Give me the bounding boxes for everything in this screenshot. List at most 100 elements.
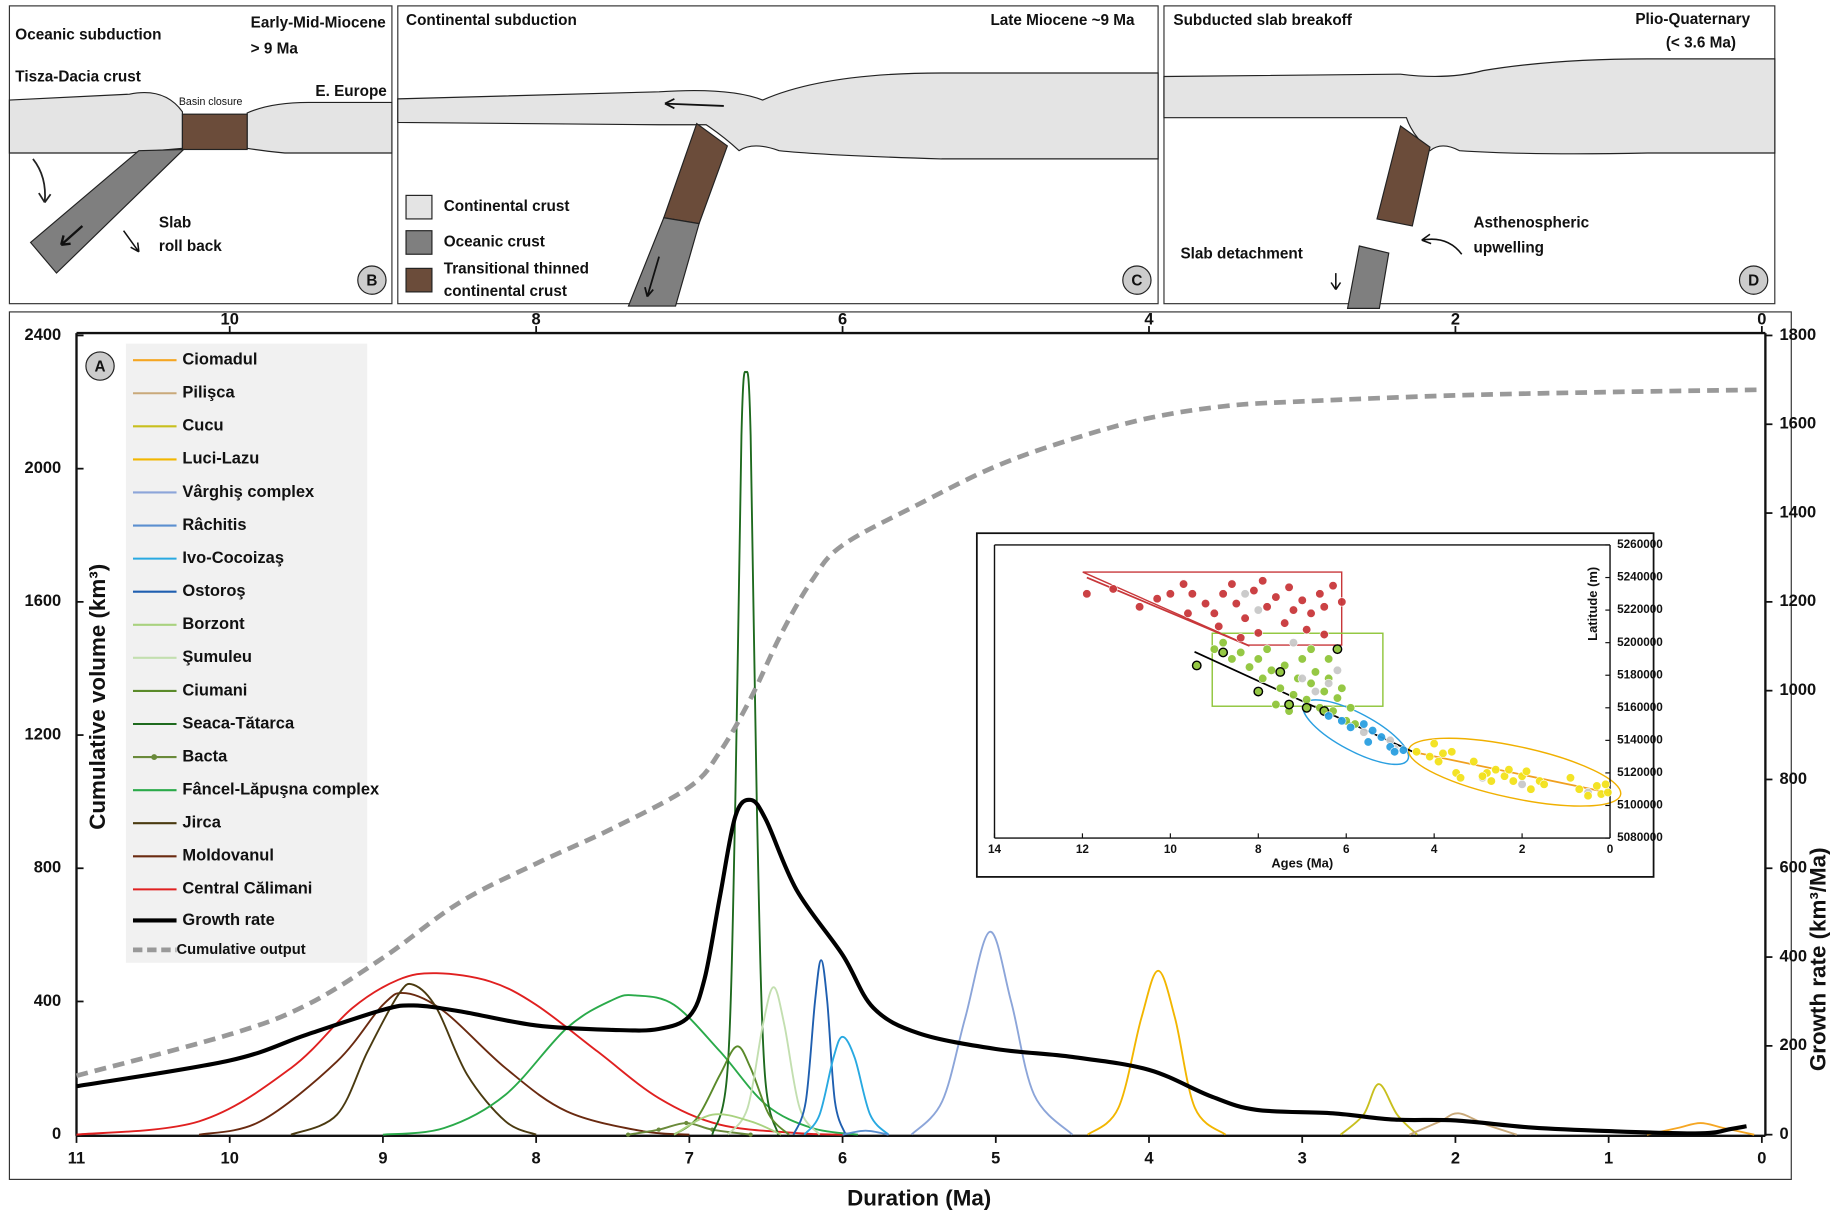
x-tick-label: 6 — [1343, 843, 1350, 856]
legend-label: Cucu — [182, 417, 223, 435]
legend-swatch — [405, 194, 433, 220]
period: Late Miocene ~9 Ma — [990, 12, 1135, 29]
y2-tick-label: 1800 — [1780, 326, 1817, 344]
label: E. Europe — [315, 83, 386, 100]
series-line — [673, 1113, 782, 1136]
point — [1297, 673, 1307, 684]
y-tick-label: 2400 — [25, 326, 62, 344]
panel-letter: A — [95, 358, 106, 375]
point — [1262, 602, 1272, 612]
y-tick-label: 5260000 — [1617, 538, 1663, 551]
panel-badge — [85, 351, 115, 381]
series-line — [673, 1045, 790, 1136]
point — [1240, 589, 1250, 599]
point — [1288, 690, 1299, 700]
point — [1499, 771, 1510, 781]
legend-swatch — [405, 267, 433, 293]
y-tick-label: 5200000 — [1617, 636, 1663, 649]
legend-label: Ostoroş — [182, 582, 245, 600]
x-tick-label: 8 — [532, 1150, 541, 1168]
y2-tick-label: 200 — [1780, 1036, 1807, 1054]
legend-box — [125, 343, 368, 963]
x-tick-label: 6 — [838, 1150, 847, 1168]
y-tick-label: 5140000 — [1617, 733, 1663, 746]
point — [1332, 693, 1342, 703]
point — [1603, 787, 1613, 797]
point — [1491, 765, 1501, 775]
point — [1152, 594, 1162, 604]
point — [1262, 644, 1272, 654]
point — [1209, 644, 1219, 654]
crust — [397, 72, 1159, 160]
point — [1284, 699, 1295, 710]
y-axis-label: Latitude (m) — [1585, 567, 1600, 641]
point — [1359, 719, 1369, 729]
point — [1469, 756, 1479, 767]
legend-label: Borzont — [182, 615, 245, 633]
point — [1319, 602, 1329, 612]
series-line — [910, 930, 1074, 1136]
x-tick-label: 1 — [1604, 1150, 1613, 1168]
point — [1508, 776, 1518, 786]
point — [1236, 647, 1246, 657]
panel-title: Subducted slab breakoff — [1173, 12, 1352, 29]
arrow — [60, 225, 84, 246]
crust — [8, 92, 184, 154]
y-tick-label: 5180000 — [1617, 668, 1663, 681]
point — [1302, 625, 1312, 635]
legend-label: Ivo-Cocoizaş — [182, 549, 284, 567]
legend-label: continental crust — [444, 283, 567, 300]
label: upwelling — [1474, 239, 1545, 256]
point — [1253, 605, 1263, 615]
arrow-head — [38, 192, 52, 203]
point — [1275, 667, 1286, 677]
point — [1368, 726, 1378, 736]
panel-c: Continental subduction Late Miocene ~9 M… — [397, 5, 1159, 307]
point — [1187, 589, 1197, 599]
x-tick-label: 12 — [1076, 843, 1090, 856]
x-tick-label: 0 — [1607, 843, 1614, 856]
point — [1258, 576, 1268, 586]
point — [1266, 665, 1277, 675]
y2-tick-label: 600 — [1780, 859, 1807, 877]
legend-label: Growth rate — [182, 911, 274, 929]
series-line — [76, 972, 843, 1136]
y-tick-label: 1600 — [25, 592, 62, 610]
panel-b: Oceanic subduction Early-Mid-Miocene > 9… — [8, 5, 393, 305]
x2-tick-label: 0 — [1757, 310, 1766, 328]
point — [1438, 748, 1448, 758]
y2-tick-label: 0 — [1780, 1125, 1789, 1143]
legend-label: Fâncel-Lăpuşna complex — [182, 780, 380, 798]
point — [1302, 695, 1312, 705]
x2-tick-label: 8 — [532, 310, 541, 328]
point — [1539, 779, 1549, 789]
legend-label: Şumuleu — [182, 648, 252, 666]
y-tick-label: 0 — [52, 1125, 61, 1143]
point — [1275, 683, 1285, 693]
point — [1319, 686, 1329, 697]
legend-label: Continental crust — [444, 198, 570, 215]
point — [1324, 678, 1334, 688]
legend-swatch — [405, 230, 433, 255]
point — [1306, 608, 1316, 618]
point — [1253, 628, 1263, 638]
crust — [246, 101, 393, 154]
point — [1346, 722, 1356, 732]
point — [1165, 589, 1175, 599]
point — [1332, 644, 1343, 655]
panel-title: Oceanic subduction — [15, 26, 161, 43]
y-tick-label: 5220000 — [1617, 603, 1663, 616]
y2-tick-label: 1200 — [1780, 592, 1817, 610]
series-line — [382, 994, 859, 1136]
point — [1231, 599, 1241, 609]
series-marker — [625, 1132, 631, 1137]
arrow — [644, 256, 660, 298]
y-tick-label: 800 — [34, 859, 61, 877]
x-axis-label: Ages (Ma) — [1271, 855, 1333, 870]
x-tick-label: 4 — [1431, 843, 1438, 856]
panel-badge — [1122, 265, 1152, 295]
point — [1218, 589, 1228, 599]
period: (< 3.6 Ma) — [1666, 35, 1736, 52]
point — [1135, 602, 1145, 612]
